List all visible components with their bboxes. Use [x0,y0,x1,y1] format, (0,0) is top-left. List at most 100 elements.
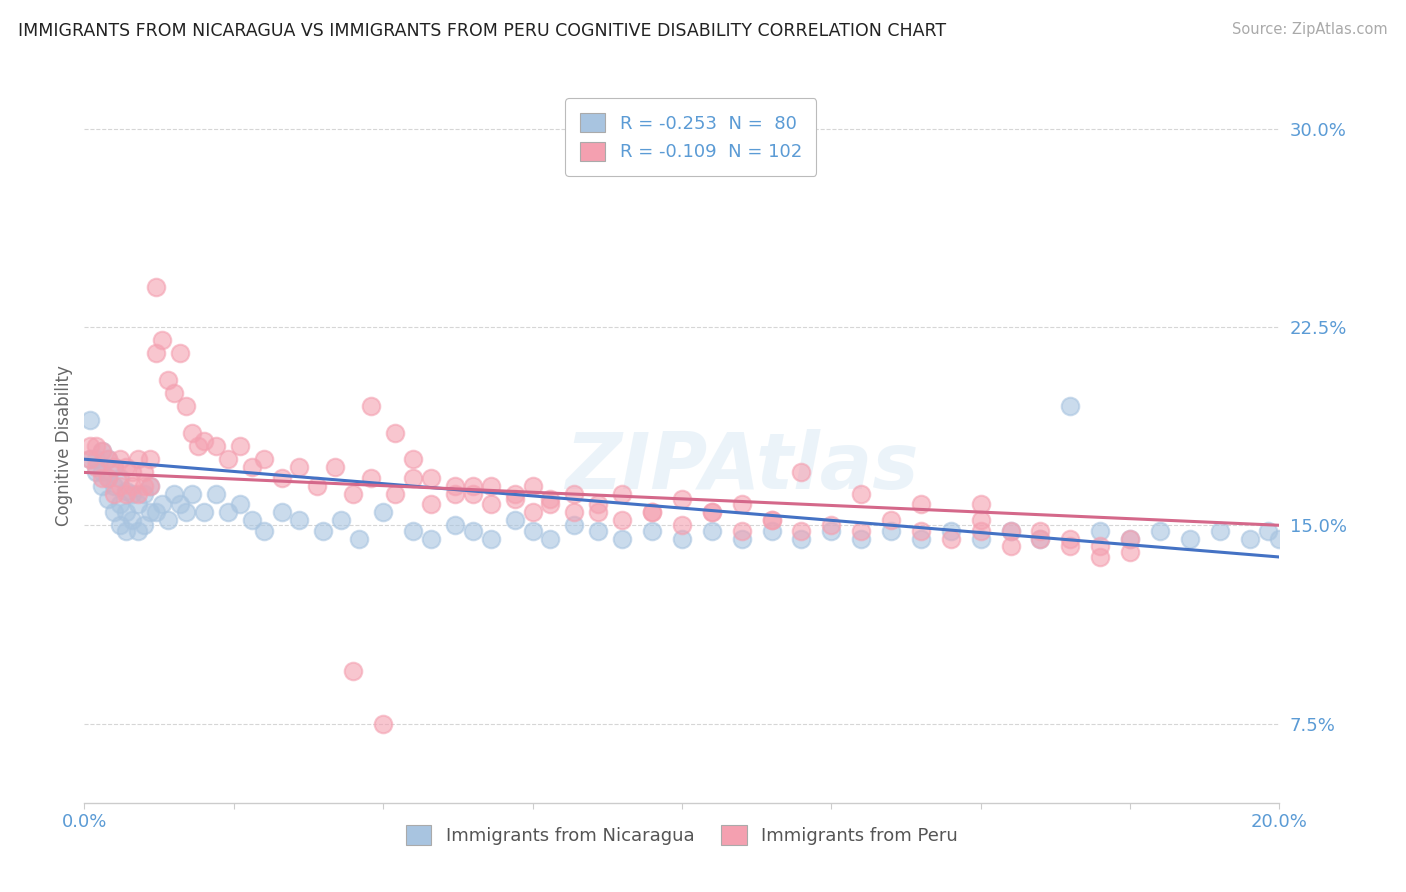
Point [127,486,149,500]
Point [1268,532,1291,546]
Point [880,513,903,527]
Point [1059,400,1081,414]
Point [641,505,664,519]
Point [444,518,467,533]
Point [564,486,586,500]
Point [420,532,443,546]
Point [1239,532,1261,546]
Point [970,532,993,546]
Point [79,452,101,467]
Text: IMMIGRANTS FROM NICARAGUA VS IMMIGRANTS FROM PERU COGNITIVE DISABILITY CORRELATI: IMMIGRANTS FROM NICARAGUA VS IMMIGRANTS … [18,22,946,40]
Point [181,425,204,440]
Point [91,444,114,458]
Point [91,444,114,458]
Point [1029,532,1052,546]
Point [360,471,382,485]
Point [79,439,101,453]
Point [564,518,586,533]
Point [970,524,993,538]
Point [145,280,167,294]
Point [444,478,467,492]
Point [139,478,162,492]
Point [86,460,108,475]
Point [103,478,125,492]
Point [503,486,526,500]
Point [240,460,263,475]
Point [1029,524,1052,538]
Point [671,518,693,533]
Point [402,471,425,485]
Point [157,373,180,387]
Point [384,486,406,500]
Point [479,532,502,546]
Point [115,524,138,538]
Point [1059,540,1081,554]
Point [97,452,120,467]
Point [91,478,114,492]
Point [115,486,138,500]
Point [86,466,108,480]
Y-axis label: Cognitive Disability: Cognitive Disability [55,366,73,526]
Point [522,478,544,492]
Point [115,483,138,498]
Point [193,434,215,448]
Point [588,497,610,511]
Point [97,491,120,506]
Point [1000,524,1022,538]
Point [121,486,143,500]
Point [139,452,162,467]
Point [110,497,132,511]
Point [851,532,873,546]
Point [420,471,443,485]
Point [461,486,484,500]
Point [253,452,276,467]
Point [588,524,610,538]
Point [731,497,754,511]
Point [103,505,125,519]
Point [360,400,382,414]
Point [1090,540,1112,554]
Point [910,532,932,546]
Point [880,524,903,538]
Point [103,486,125,500]
Point [1119,545,1142,559]
Point [1257,524,1279,538]
Point [790,524,813,538]
Point [1178,532,1201,546]
Point [349,532,371,546]
Point [939,532,962,546]
Point [522,505,544,519]
Point [342,664,364,678]
Point [1029,532,1052,546]
Point [522,524,544,538]
Point [110,478,132,492]
Point [150,333,173,347]
Point [700,524,723,538]
Point [205,439,228,453]
Point [110,471,132,485]
Point [132,466,156,480]
Point [851,486,873,500]
Point [240,513,263,527]
Point [174,505,197,519]
Point [420,497,443,511]
Point [384,425,406,440]
Point [540,532,562,546]
Point [330,513,353,527]
Point [761,524,783,538]
Point [373,716,395,731]
Point [121,513,143,527]
Point [790,532,813,546]
Point [444,486,467,500]
Point [1090,524,1112,538]
Point [115,460,138,475]
Point [132,478,156,492]
Point [91,471,114,485]
Point [110,518,132,533]
Point [145,505,167,519]
Point [97,452,120,467]
Text: ZIPAtlas: ZIPAtlas [565,429,918,506]
Point [970,513,993,527]
Legend: Immigrants from Nicaragua, Immigrants from Peru: Immigrants from Nicaragua, Immigrants fr… [394,813,970,858]
Point [612,513,634,527]
